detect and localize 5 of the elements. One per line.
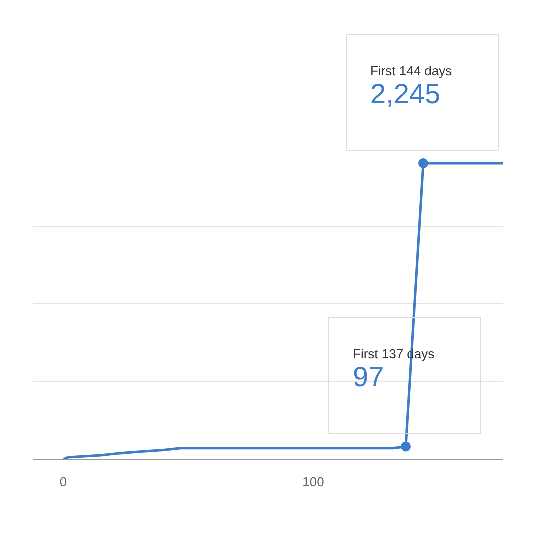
data-label: 2,245 bbox=[370, 78, 441, 110]
text: First 144 days bbox=[370, 64, 453, 78]
x-tick-label: 100 bbox=[302, 474, 324, 490]
x-tick-label: 0 bbox=[60, 474, 68, 490]
data-label: 97 bbox=[353, 362, 384, 393]
